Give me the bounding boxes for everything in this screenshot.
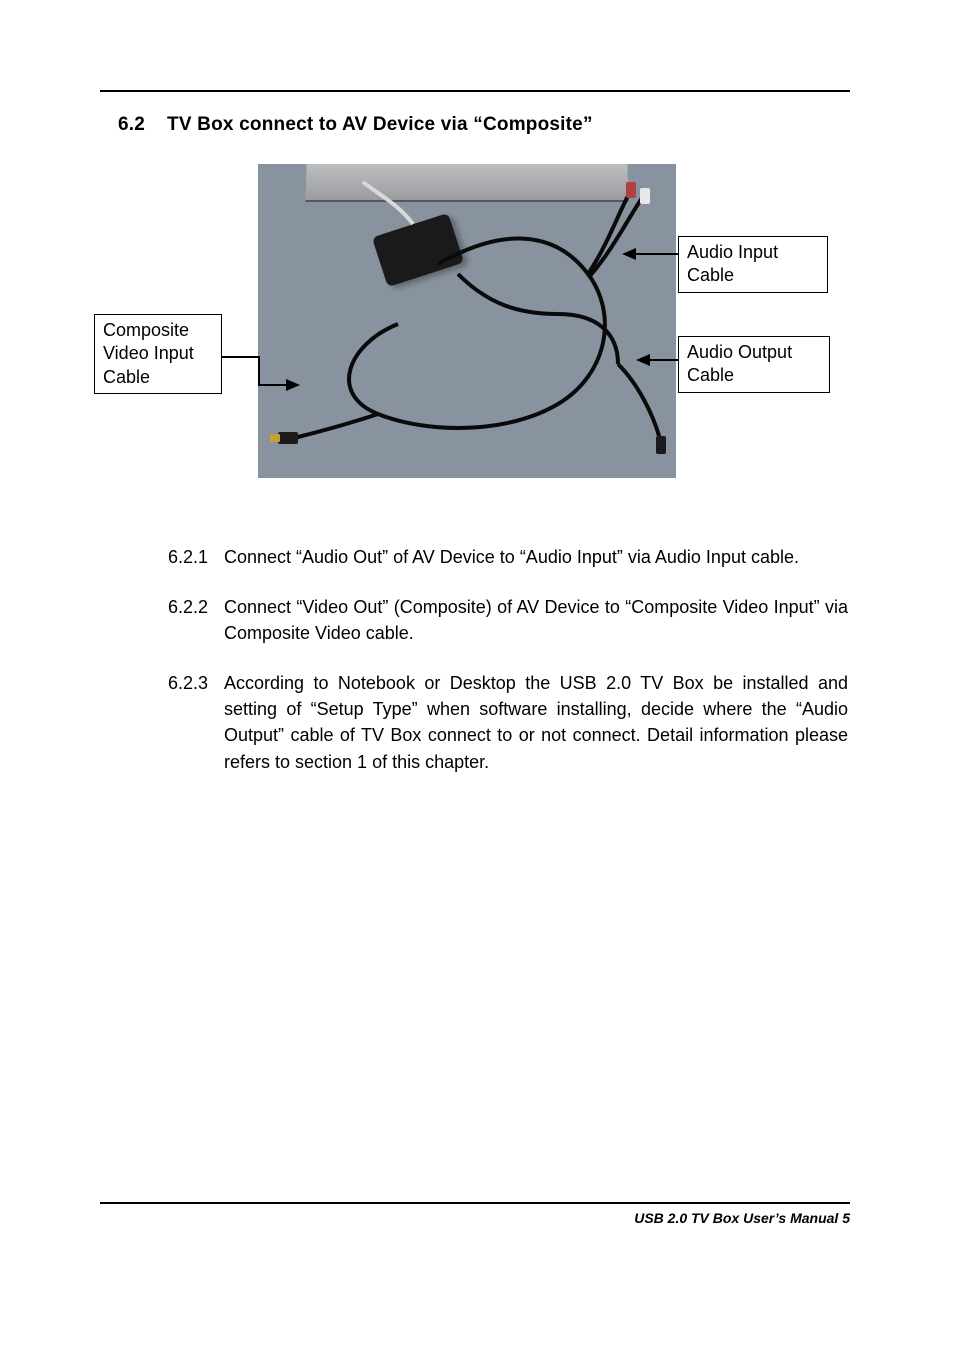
section-title: TV Box connect to AV Device via “Composi… — [167, 114, 593, 135]
instruction-list: 6.2.1 Connect “Audio Out” of AV Device t… — [168, 544, 848, 775]
label-composite: Composite Video Input Cable — [94, 314, 222, 394]
arrow-composite-head — [286, 379, 300, 391]
cables-svg — [258, 164, 676, 478]
arrow-audio-in-line — [636, 253, 678, 255]
label-audio-input-text: Audio Input Cable — [687, 242, 778, 285]
arrow-audio-in-head — [622, 248, 636, 260]
arrow-composite-line — [222, 356, 258, 358]
item-text: According to Notebook or Desktop the USB… — [224, 670, 848, 774]
label-composite-text: Composite Video Input Cable — [103, 320, 194, 387]
label-audio-output: Audio Output Cable — [678, 336, 830, 393]
section-number: 6.2 — [118, 114, 145, 136]
arrow-audio-out-head — [636, 354, 650, 366]
item-number: 6.2.2 — [168, 594, 224, 646]
footer-text: USB 2.0 TV Box User’s Manual 5 — [100, 1210, 850, 1226]
section-heading: 6.2 TV Box connect to AV Device via “Comp… — [118, 114, 850, 136]
label-audio-output-text: Audio Output Cable — [687, 342, 792, 385]
diagram-photo — [258, 164, 676, 478]
list-item: 6.2.1 Connect “Audio Out” of AV Device t… — [168, 544, 848, 570]
arrow-audio-out-line — [650, 359, 678, 361]
item-text: Connect “Video Out” (Composite) of AV De… — [224, 594, 848, 646]
connection-diagram: Composite Video Input Cable Audio Input … — [100, 164, 850, 504]
list-item: 6.2.2 Connect “Video Out” (Composite) of… — [168, 594, 848, 646]
top-rule — [100, 90, 850, 92]
page-footer: USB 2.0 TV Box User’s Manual 5 — [100, 1202, 850, 1226]
label-audio-input: Audio Input Cable — [678, 236, 828, 293]
item-text: Connect “Audio Out” of AV Device to “Aud… — [224, 544, 848, 570]
arrow-composite-elbow — [258, 356, 288, 386]
bottom-rule — [100, 1202, 850, 1204]
item-number: 6.2.3 — [168, 670, 224, 774]
item-number: 6.2.1 — [168, 544, 224, 570]
list-item: 6.2.3 According to Notebook or Desktop t… — [168, 670, 848, 774]
